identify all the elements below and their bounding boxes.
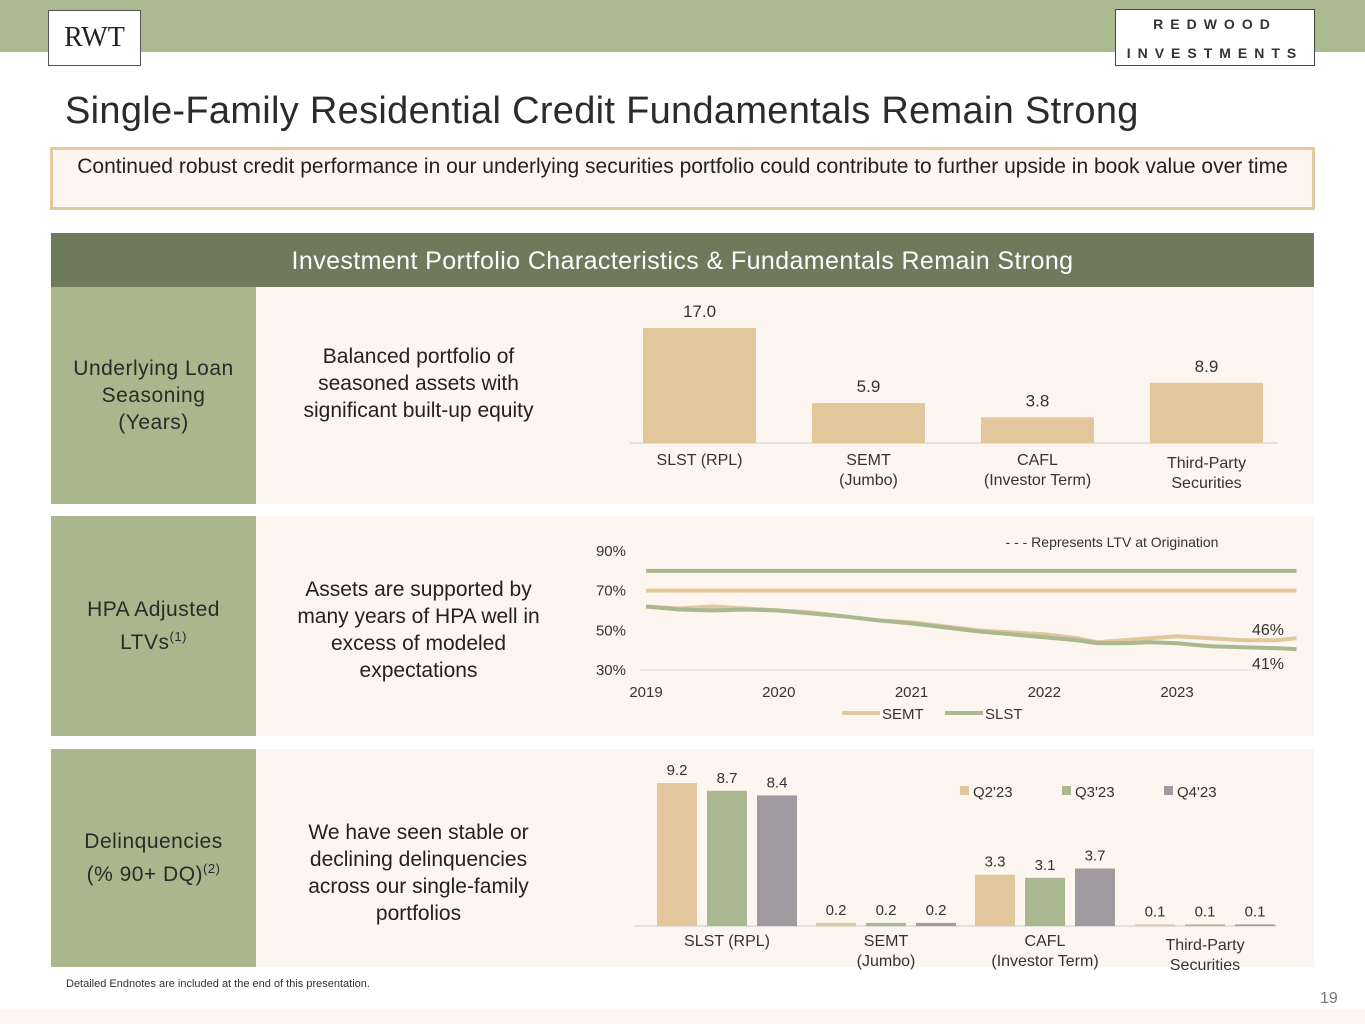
category-label: CAFL: [1017, 452, 1058, 469]
bar: [975, 874, 1015, 926]
rwt-logo: RWT: [48, 10, 141, 66]
row-description: Balanced portfolio of seasoned assets wi…: [303, 345, 534, 422]
legend-label: Q4'23: [1177, 784, 1217, 801]
data-label: 0.2: [826, 902, 847, 919]
logo-line2: INVESTMENTS: [1126, 45, 1304, 61]
data-label: 8.4: [767, 774, 788, 791]
category-label: Third-Party: [1167, 455, 1246, 472]
bar: [1150, 382, 1263, 443]
category-label: (Jumbo): [839, 472, 898, 489]
category-label: Securities: [1171, 475, 1241, 492]
category-label: Third-Party: [1165, 937, 1244, 954]
category-label: CAFL: [1025, 933, 1066, 950]
y-tick-label: 50%: [596, 622, 626, 639]
data-label: 3.8: [1026, 391, 1050, 410]
data-label: 0.1: [1245, 903, 1266, 920]
end-label: 41%: [1252, 656, 1284, 673]
redwood-logo: REDWOOD INVESTMENTS: [1115, 9, 1315, 66]
bar: [757, 795, 797, 926]
logo-line1: REDWOOD: [1153, 16, 1277, 32]
x-tick-label: 2023: [1160, 684, 1193, 701]
legend-swatch: [1164, 786, 1173, 795]
data-label: 0.1: [1195, 903, 1216, 920]
series-line-semt: [645, 604, 1297, 645]
footer-band: [0, 1010, 1365, 1024]
annotation: - - - Represents LTV at Origination: [1006, 534, 1219, 550]
category-label: SLST (RPL): [684, 933, 770, 950]
category-label: SLST (RPL): [657, 452, 743, 469]
bar: [816, 922, 856, 926]
category-label: (Investor Term): [984, 472, 1091, 489]
category-label: (Investor Term): [991, 953, 1098, 970]
data-label: 0.1: [1145, 903, 1166, 920]
page-number: 19: [1320, 990, 1338, 1007]
data-label: 17.0: [683, 302, 716, 321]
legend-swatch: [960, 786, 969, 795]
data-label: 0.2: [926, 902, 947, 919]
category-label: (Jumbo): [857, 953, 916, 970]
endnote: Detailed Endnotes are included at the en…: [66, 978, 370, 990]
data-label: 8.9: [1195, 357, 1219, 376]
bar: [657, 783, 697, 926]
bar: [707, 790, 747, 926]
series-line-slst: [645, 604, 1297, 652]
end-label: 46%: [1252, 622, 1284, 639]
page-title: Single-Family Residential Credit Fundame…: [65, 90, 1139, 132]
bar: [1025, 877, 1065, 926]
data-label: 5.9: [857, 377, 881, 396]
callout-box: Continued robust credit performance in o…: [50, 147, 1315, 210]
data-label: 9.2: [667, 762, 688, 779]
row-label: HPA Adjusted LTVs(1): [51, 516, 256, 736]
row-hpa-ltv: HPA Adjusted LTVs(1) Assets are supporte…: [51, 516, 1314, 736]
section-header: Investment Portfolio Characteristics & F…: [51, 233, 1314, 287]
bar: [866, 922, 906, 926]
row-description: Assets are supported by many years of HP…: [297, 578, 540, 682]
row-description: We have seen stable or declining delinqu…: [308, 821, 529, 925]
x-tick-label: 2021: [895, 684, 928, 701]
bar: [1185, 924, 1225, 926]
legend-swatch: [1062, 786, 1071, 795]
row-label: Underlying Loan Seasoning (Years): [51, 287, 256, 504]
bar: [643, 328, 756, 443]
bar: [812, 403, 925, 443]
legend-label: SLST: [985, 706, 1023, 723]
data-label: 3.1: [1035, 857, 1056, 874]
row-label: Delinquencies (% 90+ DQ)(2): [51, 749, 256, 967]
data-label: 3.7: [1085, 847, 1106, 864]
legend-label: SEMT: [882, 706, 924, 723]
category-label: Securities: [1170, 957, 1240, 974]
legend-label: Q2'23: [973, 784, 1013, 801]
data-label: 3.3: [985, 854, 1006, 871]
x-tick-label: 2020: [762, 684, 795, 701]
data-label: 8.7: [717, 770, 738, 787]
x-tick-label: 2022: [1028, 684, 1061, 701]
bar: [1075, 868, 1115, 926]
data-label: 0.2: [876, 902, 897, 919]
legend-label: Q3'23: [1075, 784, 1115, 801]
y-tick-label: 30%: [596, 662, 626, 679]
y-tick-label: 90%: [596, 543, 626, 560]
bar: [981, 417, 1094, 443]
x-tick-label: 2019: [629, 684, 662, 701]
bar: [916, 922, 956, 926]
bar: [1235, 924, 1275, 926]
category-label: SEMT: [846, 452, 891, 469]
y-tick-label: 70%: [596, 583, 626, 600]
bar: [1135, 924, 1175, 926]
category-label: SEMT: [864, 933, 909, 950]
